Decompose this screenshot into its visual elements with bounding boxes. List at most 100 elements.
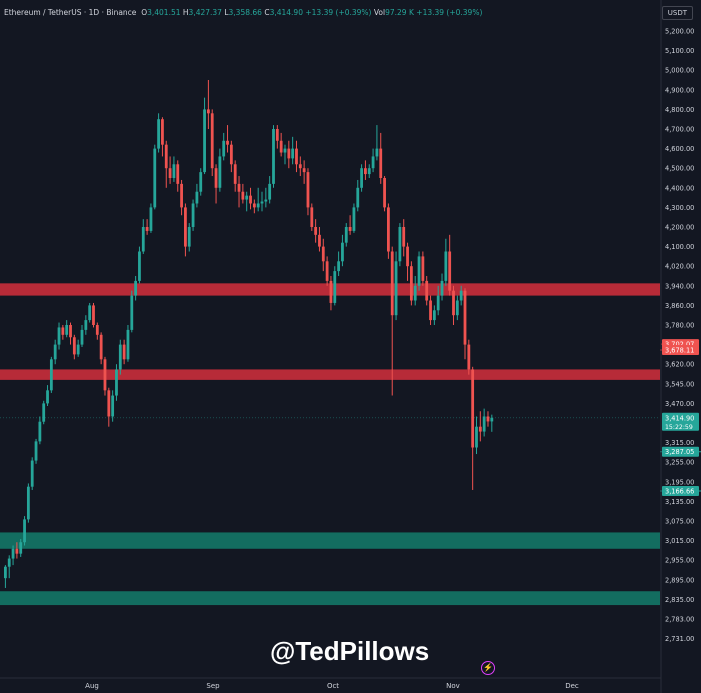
candle-body [80, 329, 84, 345]
candle-body [467, 344, 471, 370]
candle-body [252, 203, 256, 208]
candle-body [103, 359, 107, 391]
price-label-text: 3,414.90 [665, 414, 694, 422]
currency-button[interactable]: USDT [661, 6, 693, 20]
candle-body [371, 156, 375, 169]
candle-body [379, 148, 383, 178]
open-value: 3,401.51 [147, 8, 181, 17]
volume-value: 97.29 K [385, 8, 414, 17]
candle-body [406, 246, 409, 267]
candle-body [333, 271, 337, 303]
candle-body [429, 300, 432, 321]
candle-body [199, 172, 203, 192]
candle-body [409, 266, 413, 301]
high-label: H [182, 8, 189, 17]
candle-body [149, 207, 153, 231]
candle-body [272, 129, 275, 184]
countdown-text: 15:22:59 [665, 424, 693, 431]
price-label-text: 3,287.05 [665, 448, 694, 456]
candle-body [122, 344, 126, 360]
candle-body [390, 251, 394, 316]
change-value: +13.39 (+0.39%) [305, 8, 372, 17]
candle-body [210, 113, 214, 169]
candle-body [191, 203, 195, 227]
candle-body [84, 320, 88, 330]
price-tick-label: 2,895.00 [665, 576, 694, 584]
price-tick-label: 3,860.00 [665, 302, 694, 310]
candle-body [115, 369, 118, 396]
candle-body [425, 280, 429, 301]
candle-body [325, 261, 329, 281]
candle-body [61, 327, 65, 335]
candle-body [298, 164, 302, 169]
candle-body [7, 558, 11, 567]
candle-body [241, 191, 245, 200]
candle-body [72, 337, 76, 355]
candle-body [214, 168, 218, 188]
candle-body [206, 109, 210, 114]
price-tick-label: 4,400.00 [665, 184, 694, 192]
candle-body [187, 227, 191, 247]
candle-body [256, 203, 260, 208]
candle-body [459, 290, 463, 301]
price-tick-label: 3,470.00 [665, 400, 694, 408]
candle-body [134, 280, 138, 296]
candle-body [245, 195, 249, 200]
candle-body [455, 300, 459, 316]
price-tick-label: 3,780.00 [665, 322, 694, 330]
price-label-box [662, 412, 699, 431]
candle-body [337, 261, 341, 272]
price-tick-label: 3,940.00 [665, 282, 694, 290]
candle-body [486, 416, 490, 422]
time-axis[interactable]: Aug Sep Oct Nov Dec [85, 682, 579, 690]
lightning-icon[interactable]: ⚡ [481, 661, 495, 675]
candle-body [279, 140, 283, 153]
candle-body [11, 548, 15, 559]
price-tick-label: 3,545.00 [665, 380, 694, 388]
price-tick-label: 3,135.00 [665, 498, 694, 506]
price-tick-label: 3,620.00 [665, 361, 694, 369]
price-tick-label: 4,800.00 [665, 106, 694, 114]
price-tick-label: 2,835.00 [665, 596, 694, 604]
legend-header: Ethereum / TetherUS · 1D · Binance O3,40… [4, 8, 482, 17]
price-labels-layer: 3,702.073,678.11 3,414.90 15:22:59 3,287.05… [662, 339, 699, 497]
candle-body [421, 256, 425, 281]
price-tick-label: 4,900.00 [665, 86, 694, 94]
candle-body [375, 148, 379, 157]
candle-body [161, 119, 164, 145]
symbol-title[interactable]: Ethereum / TetherUS · 1D · Binance [4, 8, 137, 17]
candle-body [249, 195, 252, 204]
candle-body [295, 148, 298, 165]
candle-body [394, 261, 398, 316]
candle-body [413, 285, 417, 301]
candles-layer [4, 80, 494, 588]
price-label-box [662, 446, 699, 457]
candle-body [318, 234, 321, 247]
candle-body [30, 460, 34, 487]
price-tick-label: 4,300.00 [665, 204, 694, 212]
volume-label: Vol [373, 8, 386, 17]
candle-body [260, 201, 264, 204]
candle-body [26, 486, 30, 520]
price-tick-label: 4,600.00 [665, 145, 694, 153]
candle-body [218, 156, 222, 188]
candle-body [478, 426, 482, 432]
close-label: C [264, 8, 270, 17]
price-tick-label: 5,200.00 [665, 28, 694, 36]
price-label-box [662, 486, 699, 497]
zones-layer [0, 283, 660, 606]
candle-body [88, 305, 92, 321]
candle-body [341, 242, 344, 262]
price-tick-label: 2,731.00 [665, 635, 694, 643]
price-tick-label: 3,075.00 [665, 518, 694, 526]
candle-body [180, 183, 183, 208]
candle-body [321, 246, 325, 262]
candle-body [291, 148, 295, 159]
price-tick-label: 5,100.00 [665, 47, 694, 55]
price-tick-label: 2,955.00 [665, 557, 694, 565]
price-tick-label: 4,200.00 [665, 224, 694, 232]
candle-body [138, 251, 141, 281]
price-tick-label: 4,700.00 [665, 126, 694, 134]
